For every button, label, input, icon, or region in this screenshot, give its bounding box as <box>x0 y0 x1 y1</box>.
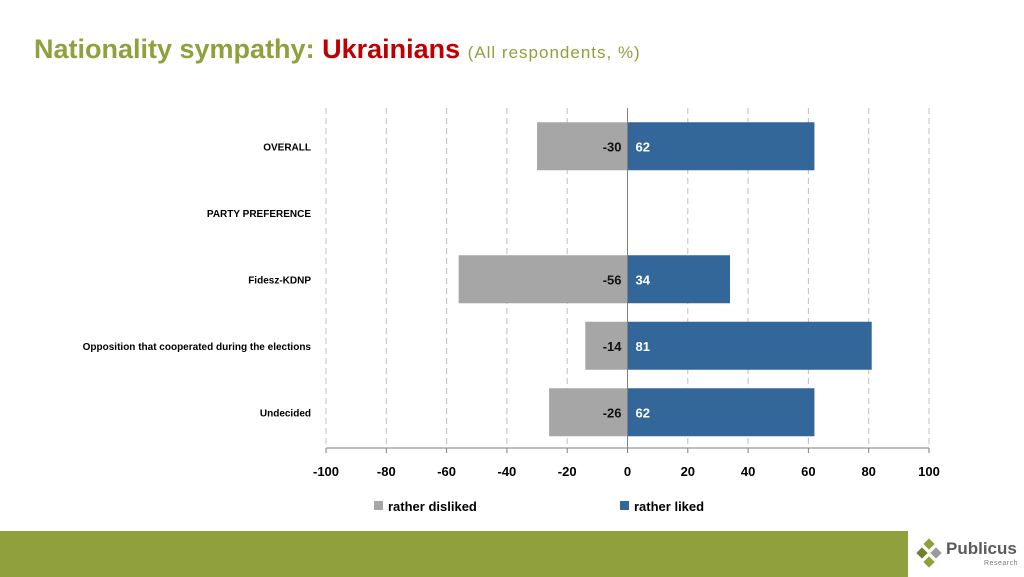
legend-swatch <box>620 501 629 510</box>
logo-name: Publicus <box>946 539 1017 558</box>
x-tick-label: 80 <box>861 464 875 479</box>
category-label: Undecided <box>260 408 311 419</box>
data-label-disliked: -14 <box>603 339 623 354</box>
publicus-logo: Publicus Research <box>916 535 1022 575</box>
bar-liked <box>627 255 731 304</box>
x-tick-label: -80 <box>377 464 396 479</box>
title-prefix: Nationality sympathy: <box>34 34 315 64</box>
category-label: OVERALL <box>263 142 311 153</box>
category-label: Fidesz-KDNP <box>248 275 311 286</box>
data-label-liked: 62 <box>636 405 650 420</box>
bar-disliked <box>537 122 628 171</box>
x-tick-label: 100 <box>918 464 940 479</box>
logo-subtitle: Research <box>984 560 1018 567</box>
x-tick-label: -100 <box>313 464 339 479</box>
data-label-liked: 34 <box>636 272 651 287</box>
data-label-disliked: -56 <box>603 272 622 287</box>
x-tick-label: -40 <box>498 464 517 479</box>
diamond-logo-icon <box>916 538 942 568</box>
bar-liked <box>627 122 815 171</box>
x-tick-label: 60 <box>801 464 815 479</box>
data-label-disliked: -30 <box>603 139 622 154</box>
diverging-bar-chart: -30 62 OVERALL PARTY PREFERENCE -56 34 Fidesz-… <box>83 108 940 514</box>
bar-liked <box>627 321 872 370</box>
legend-swatch <box>374 501 383 510</box>
data-label-liked: 81 <box>636 339 650 354</box>
page-title: Nationality sympathy: Ukrainians (All re… <box>34 34 641 65</box>
footer-bar <box>0 531 908 577</box>
title-note: (All respondents, %) <box>467 43 641 62</box>
legend-label: rather disliked <box>388 499 477 514</box>
legend-label: rather liked <box>634 499 704 514</box>
bar-disliked <box>549 388 628 437</box>
title-subject: Ukrainians <box>322 34 461 64</box>
data-label-liked: 62 <box>636 139 650 154</box>
category-label: Opposition that cooperated during the el… <box>83 342 312 353</box>
category-label: PARTY PREFERENCE <box>207 209 311 220</box>
x-tick-label: 40 <box>741 464 755 479</box>
bar-disliked <box>585 321 628 370</box>
x-tick-label: 0 <box>624 464 631 479</box>
bar-liked <box>627 388 815 437</box>
data-label-disliked: -26 <box>603 405 622 420</box>
x-tick-label: -20 <box>558 464 577 479</box>
x-tick-label: -60 <box>437 464 456 479</box>
bar-disliked <box>458 255 628 304</box>
x-tick-label: 20 <box>681 464 695 479</box>
